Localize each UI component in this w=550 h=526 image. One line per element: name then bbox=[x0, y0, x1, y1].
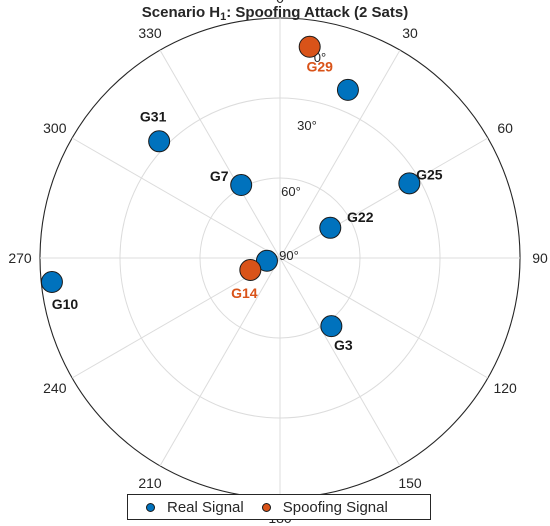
grid-spoke-60 bbox=[279, 137, 489, 259]
sat-label-g22: G22 bbox=[347, 209, 374, 225]
grid-spoke-30 bbox=[279, 49, 401, 259]
legend-label-real: Real Signal bbox=[167, 498, 244, 516]
angle-tick-label: 270 bbox=[8, 250, 32, 266]
real-signal-g25-point bbox=[398, 172, 421, 195]
sat-label-g10: G10 bbox=[52, 296, 79, 312]
title-prefix: Scenario H bbox=[141, 4, 221, 21]
title-suffix: : Spoofing Attack (2 Sats) bbox=[226, 4, 409, 21]
sat-label-g29: G29 bbox=[306, 59, 333, 75]
real-signal-unlabeled-point bbox=[336, 78, 359, 101]
legend-marker-real bbox=[146, 502, 155, 512]
real-signal-g10-point bbox=[40, 270, 63, 293]
angle-tick-label: 240 bbox=[43, 380, 67, 396]
real-signal-g7-point bbox=[230, 174, 253, 197]
angle-tick-label: 300 bbox=[43, 120, 67, 136]
grid-spoke-300 bbox=[71, 137, 281, 259]
legend-label-spoofing: Spoofing Signal bbox=[282, 498, 388, 516]
angle-tick-label: 210 bbox=[138, 475, 162, 491]
radial-tick-label: 60° bbox=[281, 184, 301, 199]
angle-tick-label: 60 bbox=[497, 120, 513, 136]
real-signal-unlabeled-point bbox=[255, 249, 278, 272]
legend-item-spoofing: Spoofing Signal bbox=[261, 498, 388, 516]
spoof-signal-g29-point bbox=[298, 35, 321, 58]
angle-tick-label: 0 bbox=[276, 0, 284, 6]
real-signal-g22-point bbox=[319, 216, 342, 239]
sat-label-g31: G31 bbox=[140, 108, 167, 124]
grid-spoke-120 bbox=[279, 257, 489, 379]
title-subscript: 1 bbox=[220, 11, 227, 23]
sat-label-g14: G14 bbox=[231, 285, 258, 301]
angle-tick-label: 90 bbox=[532, 250, 548, 266]
real-signal-g31-point bbox=[148, 130, 171, 153]
sat-label-g3: G3 bbox=[334, 337, 353, 353]
angle-tick-label: 330 bbox=[138, 25, 162, 41]
chart-title: Scenario H1: Spoofing Attack (2 Sats) bbox=[0, 4, 550, 23]
legend-item-real: Real Signal bbox=[146, 499, 244, 516]
angle-tick-label: 150 bbox=[398, 475, 422, 491]
sat-label-g7: G7 bbox=[210, 168, 229, 184]
sat-label-g25: G25 bbox=[416, 166, 443, 182]
radial-tick-label: 30° bbox=[297, 118, 317, 133]
radial-tick-label: 90° bbox=[279, 248, 299, 263]
angle-tick-label: 120 bbox=[493, 380, 517, 396]
angle-tick-label: 30 bbox=[402, 25, 418, 41]
real-signal-g3-point bbox=[320, 315, 343, 338]
legend-marker-spoofing bbox=[261, 502, 271, 512]
spoof-signal-g14-point bbox=[239, 258, 262, 281]
grid-spoke-210 bbox=[159, 257, 281, 467]
grid-spoke-150 bbox=[279, 257, 401, 467]
legend: Real Signal Spoofing Signal bbox=[127, 494, 431, 520]
grid-spoke-330 bbox=[159, 49, 281, 259]
